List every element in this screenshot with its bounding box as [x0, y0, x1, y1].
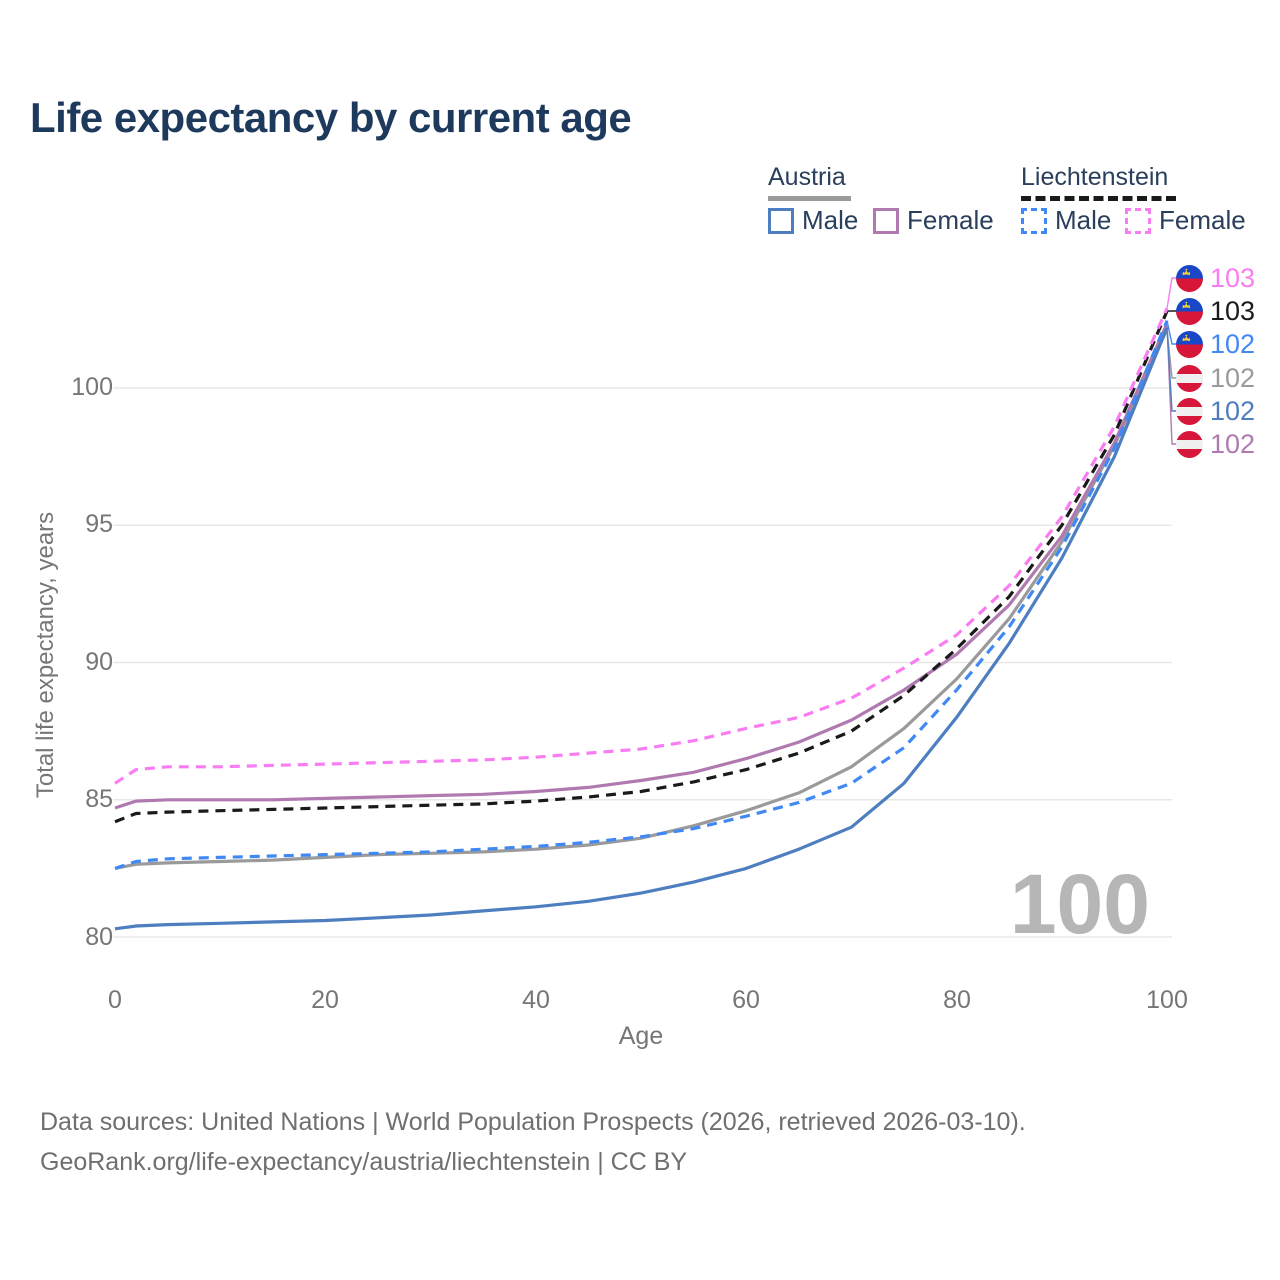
x-axis-title: Age — [618, 1022, 664, 1050]
end-label-value: 102 — [1210, 395, 1256, 426]
legend-item-label: Female — [907, 205, 994, 235]
legend-group-austria: Austria — [768, 163, 851, 201]
end-label-row: 102 — [1176, 428, 1255, 460]
series-line-liechtenstein-total[interactable] — [114, 310, 1169, 824]
legend-item-label: Male — [802, 205, 859, 235]
legend-item-austria-female[interactable]: Female — [873, 205, 994, 236]
legend-austria-line-swatch — [768, 196, 851, 201]
x-tick-0: 0 — [108, 986, 122, 1014]
liechtenstein-male-swatch-icon — [1021, 207, 1047, 234]
end-label-row: 102 — [1176, 395, 1255, 427]
x-tick-80: 80 — [943, 986, 971, 1014]
age-watermark: 100 — [1009, 857, 1150, 951]
legend-item-liechtenstein-female[interactable]: Female — [1125, 205, 1246, 236]
x-tick-20: 20 — [311, 986, 339, 1014]
y-tick-100: 100 — [71, 373, 113, 401]
austria-female-swatch-icon — [873, 207, 899, 234]
end-label-row: 102 — [1176, 328, 1255, 360]
austria-flag-icon — [1176, 397, 1203, 425]
end-label-value: 103 — [1210, 262, 1256, 293]
end-label-value: 102 — [1210, 428, 1256, 459]
legend-liechtenstein-line-swatch — [1021, 196, 1176, 201]
end-label-value: 103 — [1210, 295, 1256, 326]
series-line-austria-total[interactable] — [114, 328, 1169, 870]
y-tick-85: 85 — [85, 785, 113, 813]
end-label-value: 102 — [1210, 362, 1256, 393]
x-tick-60: 60 — [732, 986, 760, 1014]
data-sources-text: Data sources: United Nations | World Pop… — [40, 1108, 1026, 1136]
liechtenstein-female-swatch-icon — [1125, 207, 1151, 234]
legend-item-liechtenstein-male[interactable]: Male — [1021, 205, 1111, 236]
end-label-value: 102 — [1210, 328, 1256, 359]
liechtenstein-flag-icon — [1176, 264, 1203, 292]
liechtenstein-flag-icon — [1176, 297, 1203, 325]
legend-austria-label[interactable]: Austria — [768, 163, 846, 191]
attribution-text: GeoRank.org/life-expectancy/austria/liec… — [40, 1148, 688, 1176]
end-label-row: 103 — [1176, 295, 1255, 327]
legend-item-label: Male — [1055, 205, 1112, 235]
series-line-liechtenstein-male[interactable] — [114, 320, 1169, 870]
legend-liechtenstein-label[interactable]: Liechtenstein — [1021, 163, 1169, 191]
series-line-austria-male[interactable] — [114, 326, 1169, 931]
legend-group-liechtenstein: Liechtenstein — [1021, 163, 1176, 201]
legend-item-austria-male[interactable]: Male — [768, 205, 858, 236]
x-tick-40: 40 — [522, 986, 550, 1014]
austria-flag-icon — [1176, 430, 1203, 458]
end-label-row: 102 — [1176, 362, 1255, 394]
series-line-austria-female[interactable] — [114, 322, 1169, 810]
y-tick-90: 90 — [85, 648, 113, 676]
x-tick-100: 100 — [1146, 986, 1188, 1014]
legend-item-label: Female — [1159, 205, 1246, 235]
austria-male-swatch-icon — [768, 207, 794, 234]
y-axis-title: Total life expectancy, years — [32, 511, 59, 799]
austria-flag-icon — [1176, 364, 1203, 392]
y-tick-95: 95 — [85, 510, 113, 538]
series-line-liechtenstein-female[interactable] — [114, 307, 1169, 785]
end-label-row: 103 — [1176, 262, 1255, 294]
y-tick-80: 80 — [85, 923, 113, 951]
liechtenstein-flag-icon — [1176, 330, 1203, 358]
page-title: Life expectancy by current age — [30, 94, 632, 141]
